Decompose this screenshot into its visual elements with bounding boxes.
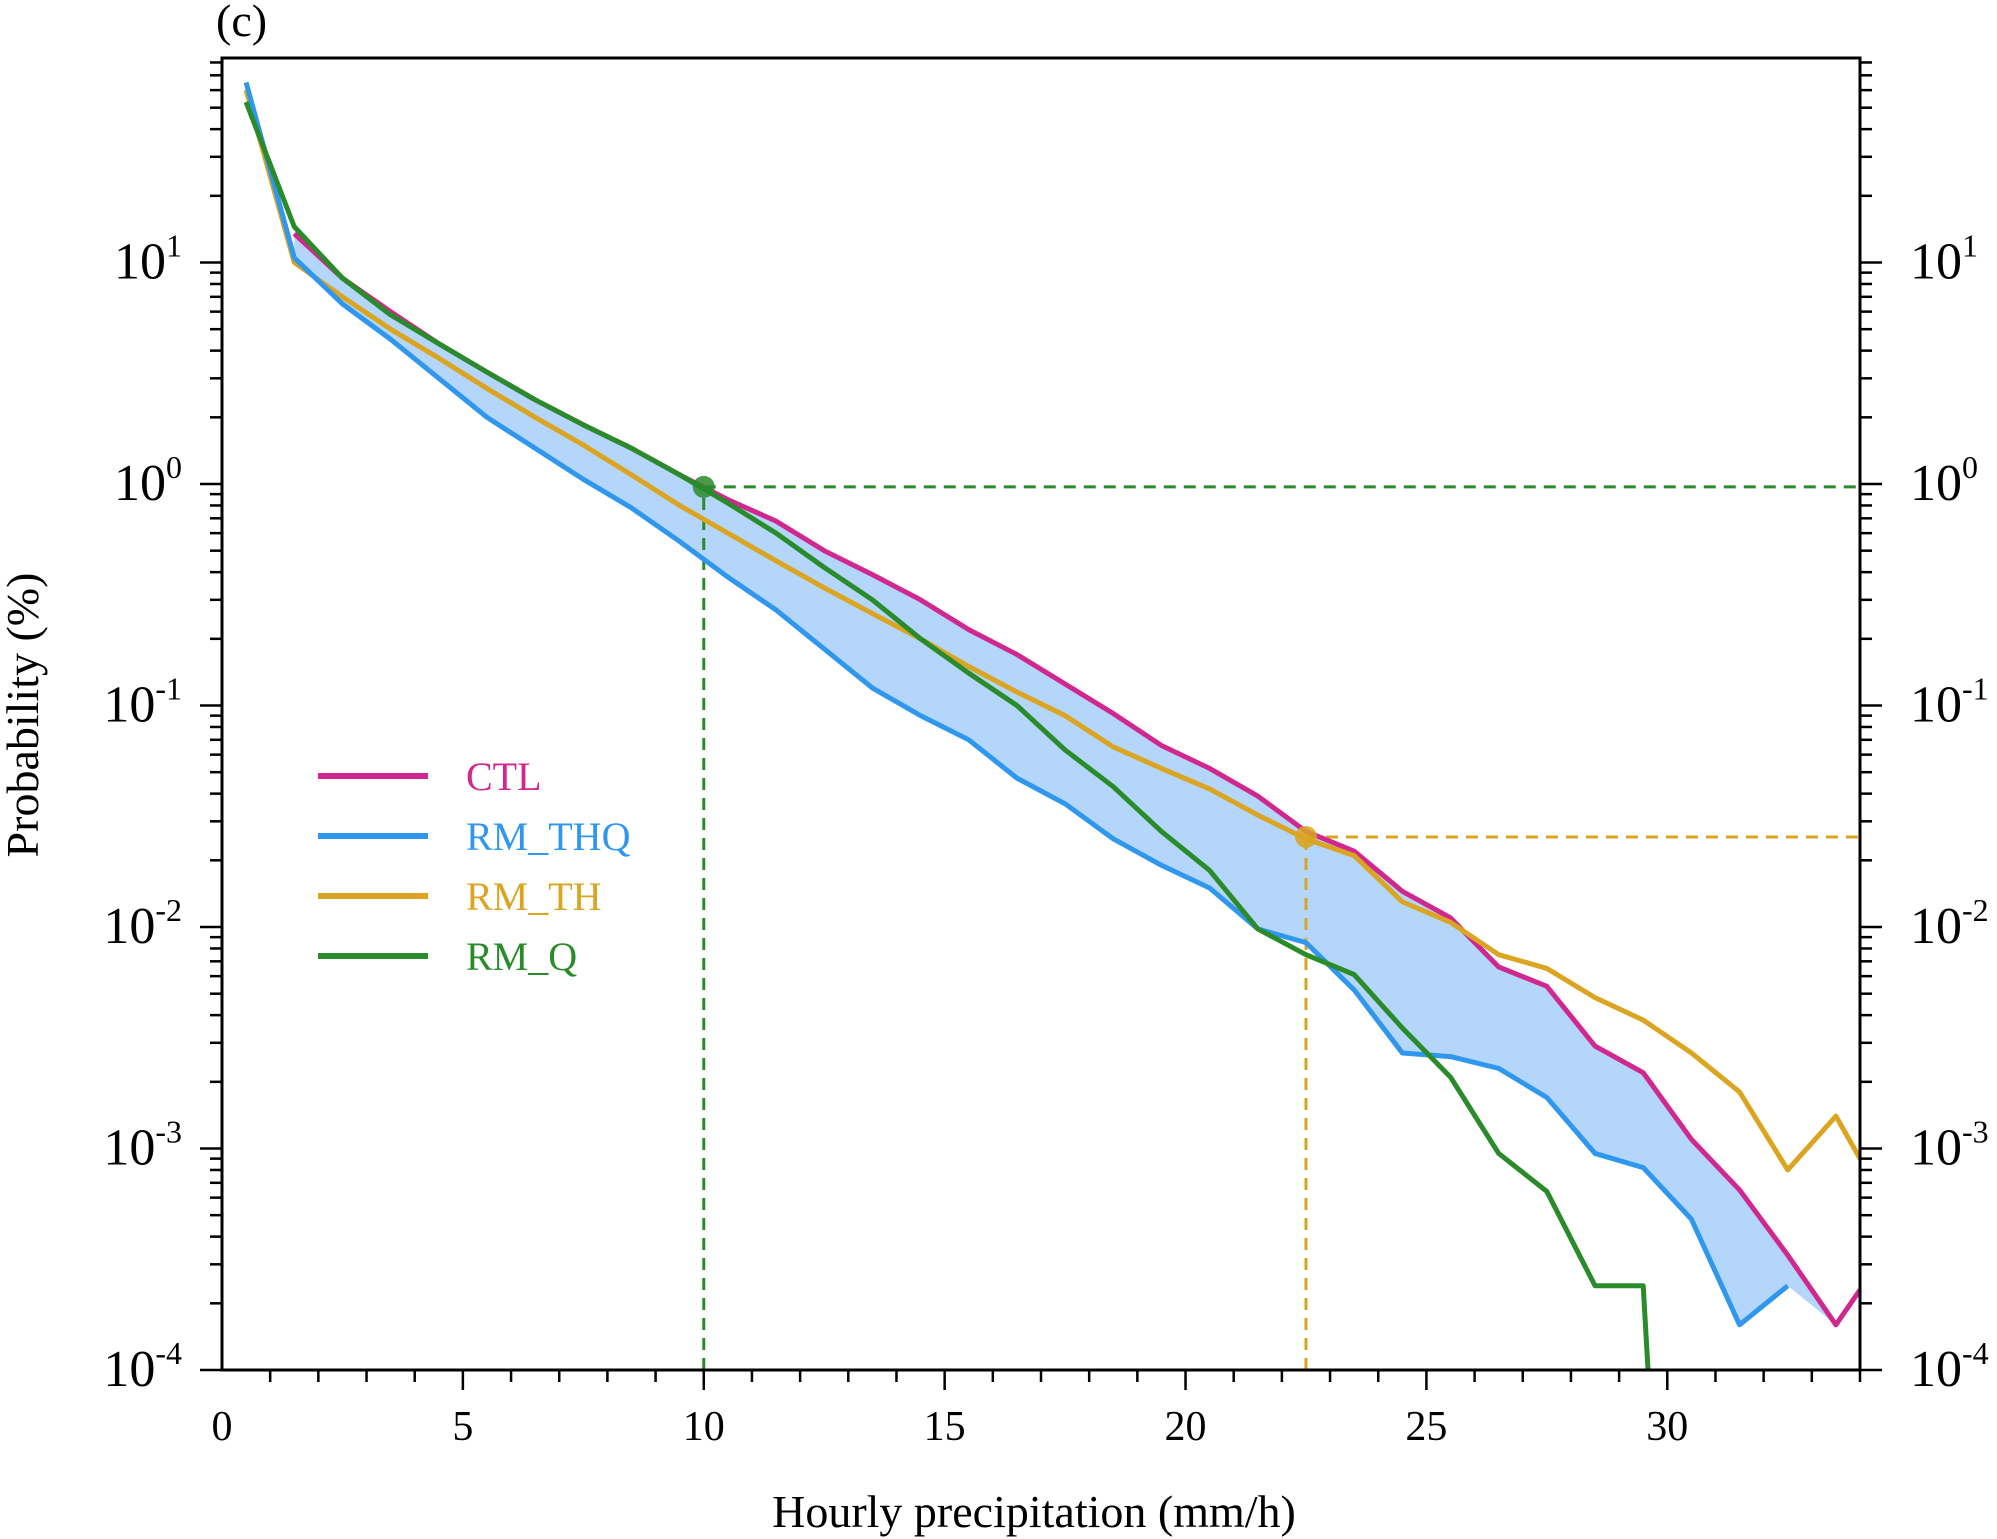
x-tick-label: 0 (212, 1404, 233, 1450)
x-tick-label: 10 (683, 1404, 725, 1450)
x-tick-label: 5 (452, 1404, 473, 1450)
panel-label: (c) (216, 0, 267, 46)
series-line-rm-q (243, 101, 1651, 1371)
x-tick-label: 25 (1405, 1404, 1447, 1450)
y-tick-label-left: 101 (114, 228, 182, 291)
legend-label-rm-th: RM_TH (466, 874, 602, 919)
x-tick-label: 20 (1165, 1404, 1207, 1450)
y-tick-label-right: 10-1 (1910, 671, 1989, 734)
y-tick-label-right: 101 (1910, 228, 1978, 291)
y-tick-label-right: 10-3 (1910, 1114, 1989, 1177)
x-tick-label: 15 (924, 1404, 966, 1450)
y-tick-label-left: 10-3 (103, 1114, 182, 1177)
legend-label-rm-thq: RM_THQ (466, 814, 631, 859)
y-tick-label-right: 10-2 (1910, 892, 1989, 955)
markers (692, 475, 1317, 848)
y-tick-labels-right: 10-4 10-3 10-2 10-1 100 101 (1910, 228, 1989, 1399)
series-lines (243, 81, 1863, 1371)
y-tick-label-left: 10-2 (103, 892, 182, 955)
y-tick-labels-left: 10-4 10-3 10-2 10-1 100 101 (103, 228, 182, 1399)
x-tick-labels: 0 5 10 15 20 25 30 (212, 1404, 1689, 1450)
y-tick-label-left: 100 (114, 449, 182, 512)
y-tick-label-right: 10-4 (1910, 1335, 1989, 1398)
axis-ticks (200, 61, 1882, 1390)
y-tick-label-left: 10-1 (103, 671, 182, 734)
legend-label-ctl: CTL (466, 754, 542, 799)
legend: CTL RM_THQ RM_TH RM_Q (318, 754, 631, 979)
legend-label-rm-q: RM_Q (466, 934, 577, 979)
x-tick-label: 30 (1646, 1404, 1688, 1450)
x-axis-title: Hourly precipitation (mm/h) (772, 1486, 1296, 1537)
y-tick-label-left: 10-4 (103, 1335, 182, 1398)
series-line-rm-thq (243, 81, 1790, 1328)
y-tick-label-right: 100 (1910, 449, 1978, 512)
y-axis-title: Probability (%) (0, 573, 48, 858)
reference-lines (702, 485, 1860, 1370)
marker-rm-q (692, 475, 715, 498)
series-line-rm-th (243, 89, 1863, 1173)
marker-rm-th (1294, 825, 1317, 848)
